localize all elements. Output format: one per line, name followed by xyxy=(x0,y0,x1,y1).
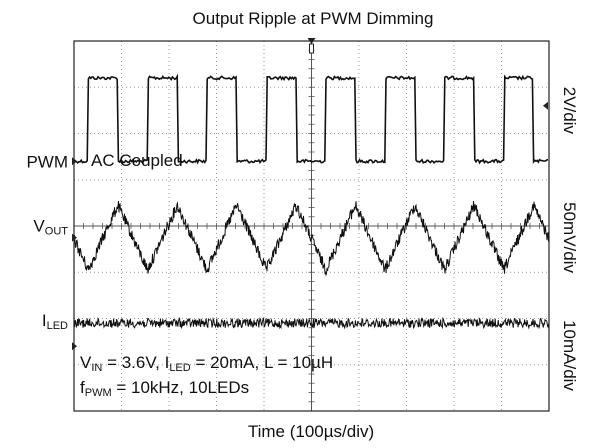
scale-label-vout: 50mV/div xyxy=(560,202,579,273)
coupling-note: AC Coupled xyxy=(91,151,183,170)
vout-label: VOUT xyxy=(33,217,68,238)
conditions-line-1: VIN = 3.6V, ILED = 20mA, L = 10µH xyxy=(80,353,333,374)
pwm-label: PWM xyxy=(26,152,68,171)
iled-trace xyxy=(73,316,550,330)
trigger-right-marker xyxy=(543,101,548,110)
traces xyxy=(73,73,550,330)
trigger-top-marker xyxy=(307,38,316,44)
pwm-ground-marker xyxy=(72,157,77,166)
cond-marker xyxy=(72,342,77,351)
pwm-trace xyxy=(73,73,549,165)
scale-label-pwm: 2V/div xyxy=(560,87,579,135)
vout-ground-marker xyxy=(72,233,77,242)
iled-label: ILED xyxy=(42,311,68,332)
scale-labels: 2V/div 50mV/div 10mA/div xyxy=(560,87,579,392)
chart-title: Output Ripple at PWM Dimming xyxy=(193,9,434,28)
graticule-grid xyxy=(73,40,550,412)
trigger-level-marker xyxy=(309,43,314,54)
conditions-line-2: fPWM = 10kHz, 10LEDs xyxy=(80,378,249,399)
scale-label-iled: 10mA/div xyxy=(560,320,579,391)
conditions-note: VIN = 3.6V, ILED = 20mA, L = 10µH fPWM = … xyxy=(80,353,333,399)
markers xyxy=(307,38,548,110)
vout-trace xyxy=(73,200,550,277)
trace-labels: PWM VOUT ILED xyxy=(26,152,77,351)
x-axis-label: Time (100µs/div) xyxy=(248,422,374,441)
